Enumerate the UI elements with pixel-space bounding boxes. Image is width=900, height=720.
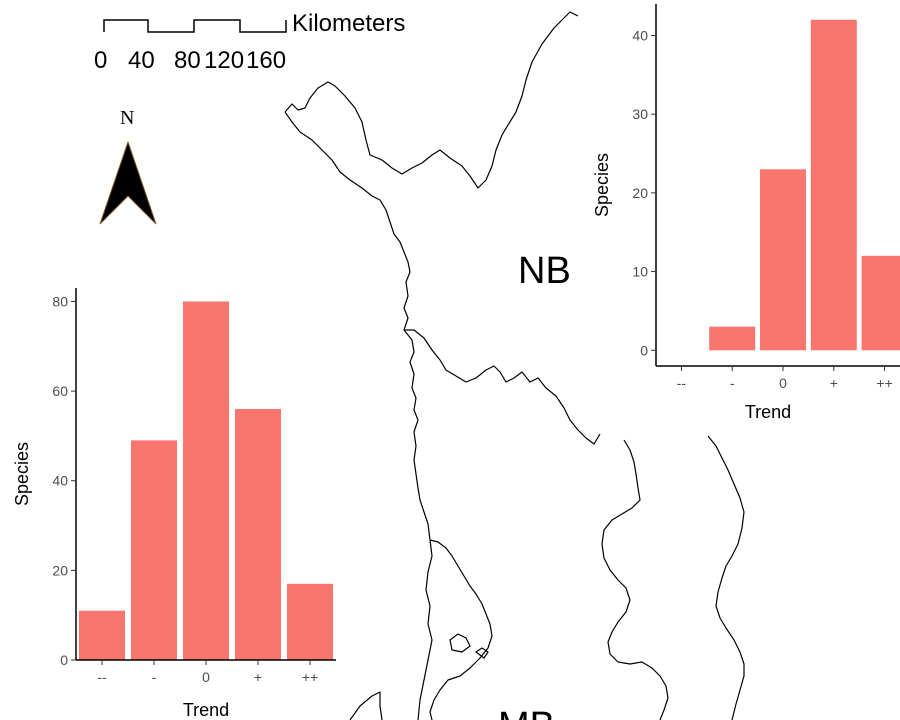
x-tick-label: - (730, 375, 735, 391)
north-arrow-icon (99, 140, 157, 225)
boundary-peninsula-west (417, 539, 433, 720)
boundary-north (284, 11, 579, 189)
x-tick-label: + (254, 669, 262, 685)
north-arrow-label: N (120, 107, 134, 129)
boundary-main (284, 111, 431, 541)
boundary-east (404, 329, 601, 445)
scale-tick-label: 120 (204, 47, 244, 74)
island (475, 647, 489, 659)
region-label-nb: NB (518, 250, 571, 292)
x-tick-label: -- (97, 669, 107, 685)
scale-tick-label: 80 (174, 47, 201, 74)
scale-bar: Kilometers 0 40 80 120 160 (94, 10, 405, 74)
y-tick-label: 20 (52, 562, 68, 578)
y-tick-label: 10 (632, 264, 648, 280)
island (449, 633, 471, 653)
bar-right-4 (861, 255, 900, 351)
map-boundaries (284, 11, 745, 720)
bar-left-0 (79, 610, 125, 660)
x-tick-label: 0 (202, 669, 210, 685)
x-tick-label: ++ (876, 375, 892, 391)
scale-tick-label: 160 (246, 47, 286, 74)
x-tick-label: - (152, 669, 157, 685)
bar-right-1 (709, 326, 756, 351)
x-axis-title: Trend (745, 402, 791, 422)
scale-tick-label: 40 (128, 47, 155, 74)
bar-left-3 (235, 409, 281, 660)
region-label-mb: MB (498, 705, 555, 720)
x-axis-title: Trend (183, 700, 229, 720)
river-east-left-bank (601, 439, 669, 720)
y-tick-label: 0 (60, 652, 68, 668)
bar-right-3 (810, 19, 857, 351)
y-tick-label: 20 (632, 185, 648, 201)
scale-bar-unit: Kilometers (292, 10, 405, 37)
x-tick-label: ++ (302, 669, 318, 685)
bar-left-2 (183, 301, 229, 660)
river-east-right-bank (707, 435, 745, 720)
x-tick-label: + (830, 375, 838, 391)
x-tick-label: -- (677, 375, 687, 391)
y-tick-label: 80 (52, 293, 68, 309)
bar-right-2 (760, 169, 806, 351)
north-arrow: N (99, 107, 157, 225)
y-tick-label: 60 (52, 383, 68, 399)
boundary-southwest (349, 691, 383, 720)
scale-tick-label: 0 (94, 47, 107, 74)
y-axis-title: Species (12, 442, 32, 506)
y-axis-title: Species (592, 153, 612, 217)
x-tick-label: 0 (779, 375, 787, 391)
scale-bar-line (103, 19, 287, 33)
bar-left-4 (287, 583, 333, 660)
boundary-peninsula (429, 539, 493, 720)
bar-left-1 (131, 440, 177, 660)
y-tick-label: 0 (640, 342, 648, 358)
y-tick-label: 40 (52, 473, 68, 489)
y-tick-label: 30 (632, 106, 648, 122)
y-tick-label: 40 (632, 27, 648, 43)
